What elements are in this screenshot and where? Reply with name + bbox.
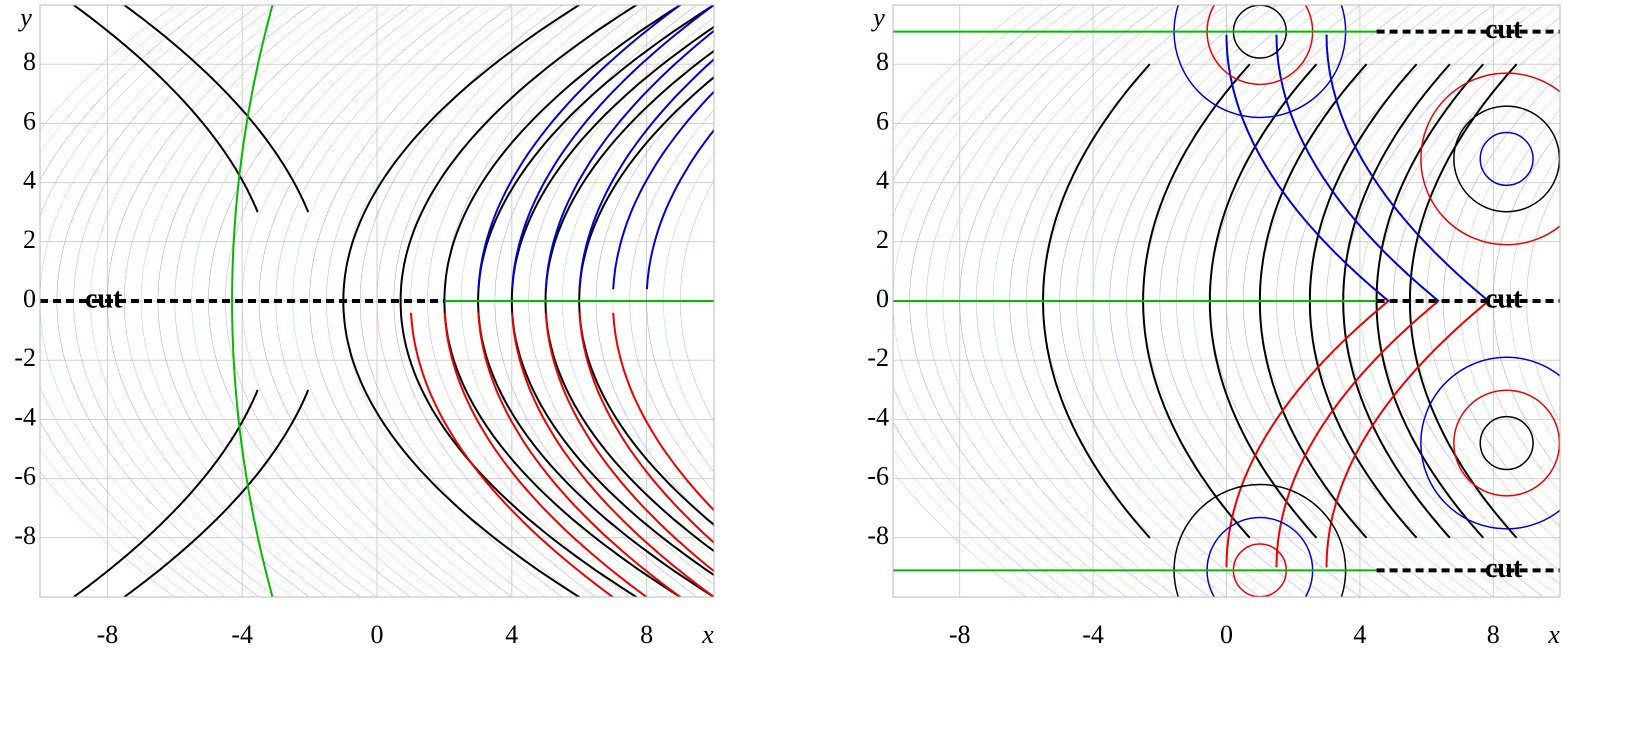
contour-ring xyxy=(1453,105,1560,213)
contour-line xyxy=(399,5,639,597)
faint-contour xyxy=(1476,109,1560,493)
faint-contour xyxy=(191,5,395,597)
faint-contour xyxy=(309,5,513,597)
faint-contour xyxy=(893,5,1094,597)
y-tick-label: 6 xyxy=(23,106,36,135)
contour-line xyxy=(612,90,714,290)
contour-line xyxy=(122,389,310,597)
contour-line xyxy=(231,5,274,597)
contour-line xyxy=(544,49,714,553)
y-tick-label: -4 xyxy=(867,402,889,431)
contour-line xyxy=(342,5,582,597)
y-tick-label: 6 xyxy=(876,106,889,135)
contour-line xyxy=(410,312,615,597)
x-tick-label: 4 xyxy=(1353,620,1366,649)
faint-contour xyxy=(40,5,193,597)
x-axis-label: x xyxy=(701,620,714,649)
contour-line xyxy=(1275,300,1440,568)
x-tick-label: -8 xyxy=(97,620,119,649)
contour-line xyxy=(544,312,714,573)
y-tick-label: -8 xyxy=(867,521,889,550)
plot-frame xyxy=(892,4,1561,598)
faint-contour xyxy=(90,5,294,597)
faint-contour xyxy=(427,5,631,597)
faint-contour xyxy=(258,5,462,597)
cut-label: cut xyxy=(1485,14,1523,45)
y-tick-label: -2 xyxy=(867,343,889,372)
x-tick-label: -8 xyxy=(949,620,971,649)
contour-line xyxy=(578,58,714,290)
y-tick-label: 4 xyxy=(23,166,36,195)
contour-line xyxy=(443,312,649,597)
x-tick-label: 0 xyxy=(1220,620,1233,649)
contour-ring xyxy=(1453,389,1560,497)
contour-line xyxy=(578,312,714,544)
x-tick-label: 8 xyxy=(1487,620,1500,649)
contour-line xyxy=(477,5,682,290)
y-tick-label: -4 xyxy=(14,402,36,431)
cut-label: cut xyxy=(1485,553,1523,584)
y-tick-label: 4 xyxy=(876,166,889,195)
faint-contour xyxy=(40,5,243,597)
plot-area xyxy=(40,5,714,597)
contour-line xyxy=(443,5,683,597)
contour-line xyxy=(72,389,259,597)
faint-contour xyxy=(376,5,580,597)
plot-frame xyxy=(39,4,715,598)
contour-ring xyxy=(1479,131,1534,187)
contour-line xyxy=(477,312,682,597)
faint-contour xyxy=(893,5,1077,597)
y-tick-label: -8 xyxy=(14,521,36,550)
faint-contour xyxy=(40,5,226,597)
contour-ring xyxy=(1479,415,1534,471)
x-tick-label: 8 xyxy=(640,620,653,649)
cut-label: cut xyxy=(1485,283,1523,314)
faint-contour xyxy=(208,5,412,597)
y-tick-label: -2 xyxy=(14,343,36,372)
x-tick-label: -4 xyxy=(1082,620,1104,649)
contour-ring xyxy=(1420,356,1560,530)
faint-contour xyxy=(893,5,1044,597)
y-tick-label: -6 xyxy=(14,462,36,491)
x-tick-label: -4 xyxy=(231,620,253,649)
cut-label: cut xyxy=(85,283,123,314)
contour-line xyxy=(122,5,310,213)
faint-contour xyxy=(140,5,344,597)
faint-contour xyxy=(1509,152,1560,450)
y-tick-label: -6 xyxy=(867,462,889,491)
contour-line xyxy=(578,76,714,526)
plot-area xyxy=(893,5,1560,597)
x-tick-label: 4 xyxy=(505,620,518,649)
x-axis-label: x xyxy=(1547,620,1560,649)
y-tick-label: 2 xyxy=(876,225,889,254)
contour-line xyxy=(1275,34,1440,302)
y-tick-label: 0 xyxy=(23,284,36,313)
faint-contour xyxy=(1493,129,1560,473)
contour-line xyxy=(612,312,714,512)
y-axis-label: y xyxy=(870,3,885,32)
x-tick-label: 0 xyxy=(371,620,384,649)
y-tick-label: 2 xyxy=(23,225,36,254)
contour-line xyxy=(1225,300,1390,568)
faint-contour xyxy=(1426,58,1560,544)
contour-line xyxy=(544,29,714,290)
faint-contour xyxy=(893,5,1027,597)
contour-line xyxy=(645,128,714,290)
contour-line xyxy=(511,5,714,290)
contour-ring xyxy=(1420,72,1560,246)
faint-contour xyxy=(40,5,176,597)
contour-line xyxy=(510,25,714,577)
faint-contour xyxy=(893,5,1061,597)
y-axis-label: y xyxy=(17,3,32,32)
y-tick-label: 8 xyxy=(876,47,889,76)
y-tick-label: 8 xyxy=(23,47,36,76)
contour-line xyxy=(511,312,714,597)
contour-line xyxy=(72,5,259,213)
faint-contour xyxy=(40,5,209,597)
y-tick-label: 0 xyxy=(876,284,889,313)
contour-line xyxy=(1225,34,1390,302)
